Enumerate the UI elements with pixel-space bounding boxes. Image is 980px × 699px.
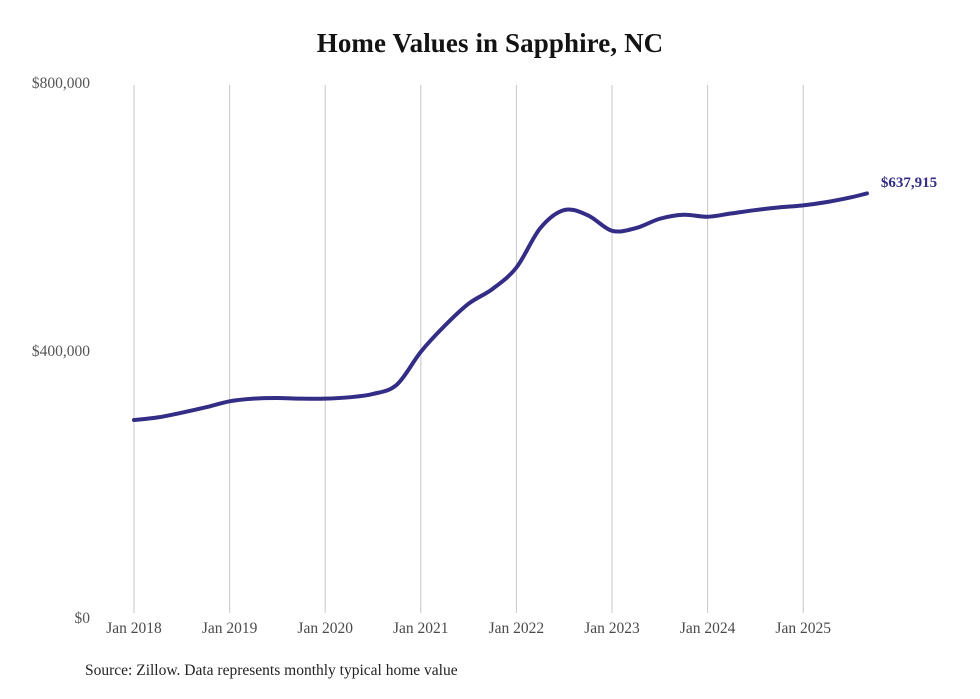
y-axis-tick-label: $400,000 [31, 342, 90, 360]
x-axis-tick-label: Jan 2020 [297, 620, 353, 637]
end-value-label: $637,915 [880, 175, 938, 192]
x-axis-tick-label: Jan 2024 [679, 620, 736, 637]
chart-title: Home Values in Sapphire, NC [316, 28, 664, 58]
x-axis-tick-label: Jan 2021 [393, 620, 449, 637]
x-axis-tick-label: Jan 2022 [488, 620, 545, 637]
gridlines-group [133, 85, 804, 613]
source-note: Source: Zillow. Data represents monthly … [85, 662, 458, 679]
x-axis-tick-label: Jan 2019 [201, 620, 258, 637]
x-axis-tick-label: Jan 2025 [775, 620, 831, 637]
y-axis-tick-label: $800,000 [31, 75, 90, 92]
series-line-typical-home-value [132, 191, 869, 423]
series-group [132, 191, 869, 423]
x-axis-tick-label: Jan 2018 [106, 620, 162, 637]
x-axis-tick-label: Jan 2023 [584, 620, 640, 637]
y-axis-tick-label: $0 [74, 610, 91, 627]
